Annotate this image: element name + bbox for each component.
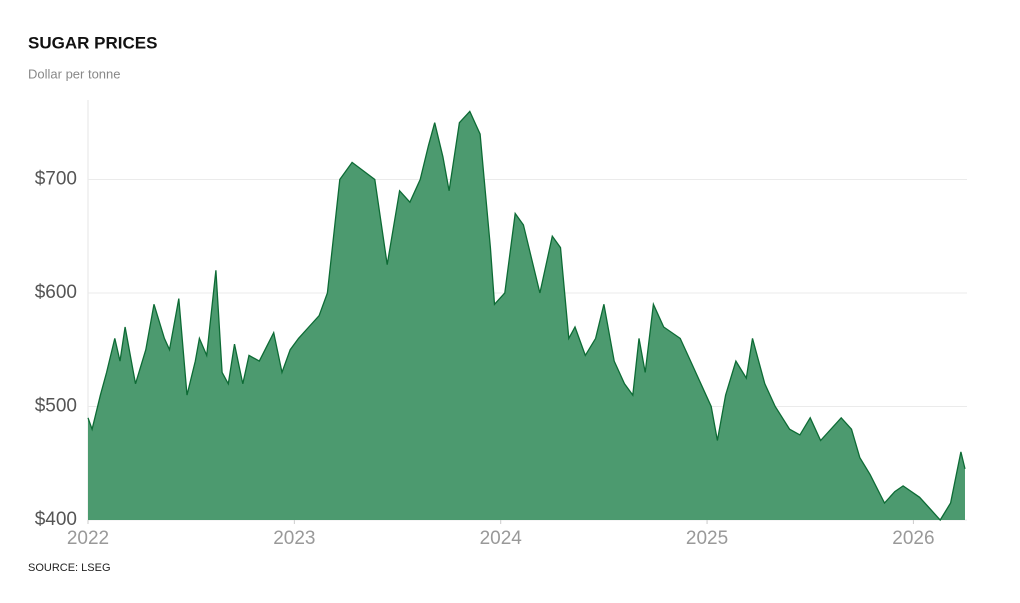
chart-title: SUGAR PRICES <box>28 33 157 52</box>
x-tick-label: 2024 <box>480 528 523 549</box>
y-tick-label: $500 <box>35 396 77 417</box>
y-tick-label: $400 <box>35 509 77 530</box>
area-line <box>87 110 966 522</box>
x-tick-label: 2025 <box>686 528 728 549</box>
y-tick-label: $700 <box>35 168 77 189</box>
area-fill <box>88 111 965 521</box>
chart-subtitle: Dollar per tonne <box>28 66 121 81</box>
x-tick-label: 2023 <box>273 528 315 549</box>
x-tick-label: 2022 <box>67 528 109 549</box>
source-note: SOURCE: LSEG <box>28 562 111 574</box>
x-tick-label: 2026 <box>892 528 934 549</box>
y-tick-label: $600 <box>35 282 77 303</box>
